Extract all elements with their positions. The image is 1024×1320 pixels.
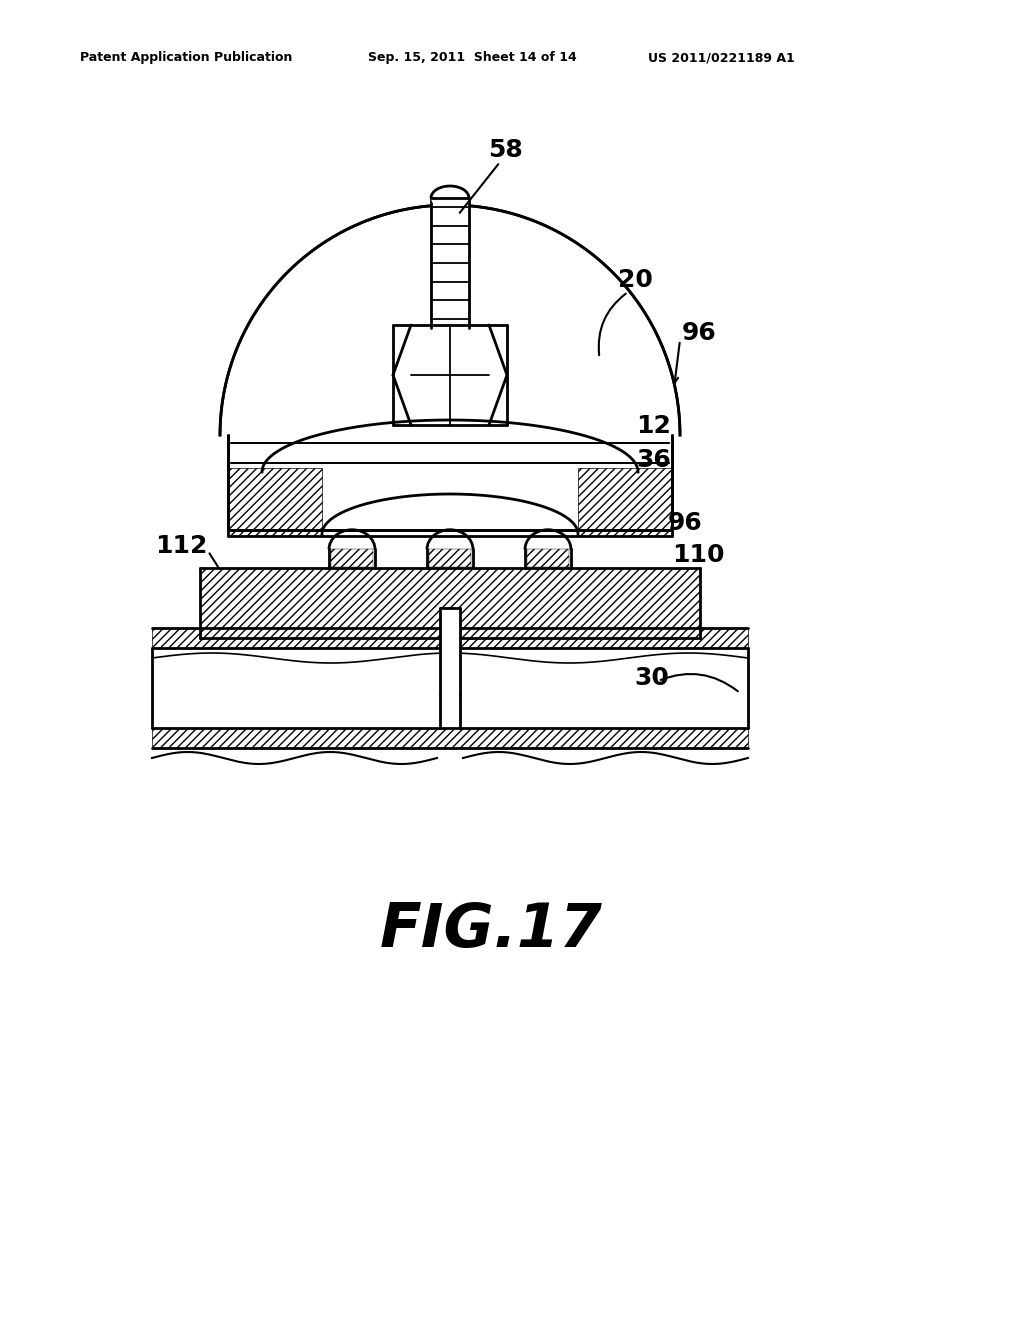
Bar	[393, 325, 508, 425]
Text: Patent Application Publication: Patent Application Publication	[80, 51, 293, 65]
Text: 112: 112	[156, 535, 208, 558]
Bar	[429, 549, 471, 568]
Bar	[200, 568, 700, 638]
Text: 96: 96	[682, 321, 717, 345]
Text: 96: 96	[668, 511, 702, 535]
Bar	[431, 198, 469, 327]
Bar	[440, 609, 460, 696]
Bar	[152, 628, 748, 648]
Bar	[152, 729, 748, 748]
Bar	[331, 549, 373, 568]
Ellipse shape	[431, 186, 469, 210]
Wedge shape	[222, 207, 678, 436]
Text: 110: 110	[672, 543, 725, 568]
Text: 30: 30	[634, 667, 669, 690]
Text: 20: 20	[618, 268, 653, 292]
Bar	[578, 469, 672, 536]
Text: FIG.17: FIG.17	[380, 902, 603, 960]
Text: 36: 36	[636, 447, 671, 473]
Text: US 2011/0221189 A1: US 2011/0221189 A1	[648, 51, 795, 65]
Text: 12: 12	[636, 414, 671, 438]
Bar	[527, 549, 569, 568]
Bar	[228, 469, 322, 536]
Text: 58: 58	[488, 139, 522, 162]
Text: Sep. 15, 2011  Sheet 14 of 14: Sep. 15, 2011 Sheet 14 of 14	[368, 51, 577, 65]
